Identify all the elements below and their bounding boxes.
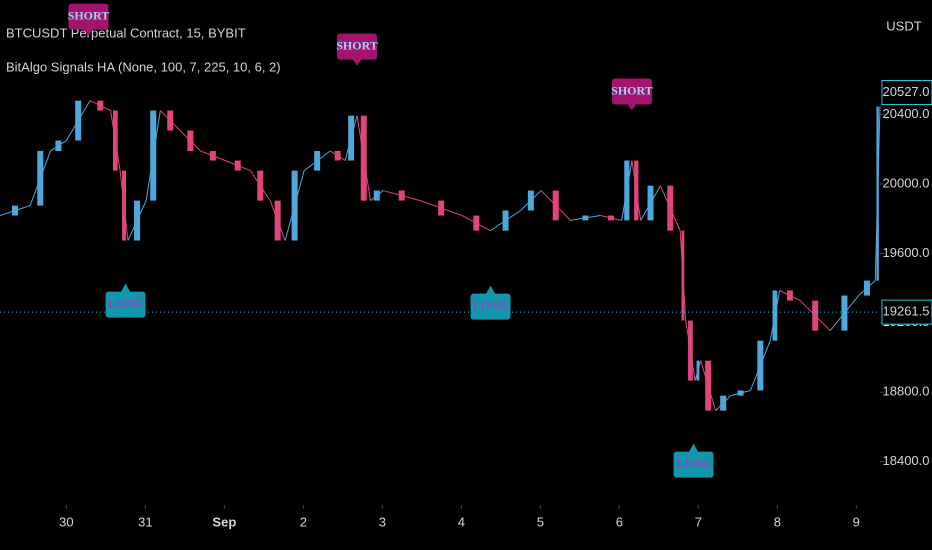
candle-link [370, 190, 384, 202]
candle-link [224, 160, 251, 172]
candle-link [420, 200, 463, 217]
candle-link [119, 170, 129, 241]
x-tick-label: 6 [616, 514, 623, 529]
y-tick-label: 18400.0 [883, 453, 930, 468]
candle-link [160, 110, 181, 131]
candle-link [730, 389, 751, 397]
indicator-label: BitAlgo Signals HA (None, 100, 7, 225, 1… [6, 59, 281, 74]
candle-link [145, 110, 161, 201]
candle-link [110, 110, 121, 171]
candle-link [540, 190, 571, 221]
x-tick-label: 30 [59, 514, 73, 529]
candle-link [749, 340, 771, 391]
candle-link [0, 205, 31, 217]
price-box-label: 20527.0 [883, 84, 930, 99]
signal-box [470, 293, 511, 320]
signal-box [673, 451, 714, 478]
candle-link [127, 200, 147, 241]
candle-link [344, 115, 358, 161]
x-tick-label: 8 [774, 514, 781, 529]
candle-link [269, 200, 286, 241]
signal-pointer [485, 285, 496, 295]
candle-link [89, 100, 111, 111]
x-tick-label: 5 [537, 514, 544, 529]
y-tick-label: 20000.0 [883, 175, 930, 190]
y-tick-label: 18800.0 [883, 384, 930, 399]
candle-link [329, 150, 346, 161]
candle-link [284, 170, 305, 241]
candle-link [799, 300, 831, 331]
candle-link [829, 295, 860, 331]
signal-pointer [120, 283, 131, 293]
signal-label: LONG [473, 298, 508, 312]
candle-link [659, 185, 681, 231]
x-tick-label: 7 [695, 514, 702, 529]
candle-link [490, 210, 521, 232]
candle-link [520, 190, 542, 211]
signal-pointer [352, 58, 363, 66]
signal-box [68, 3, 109, 30]
candle-link [249, 170, 271, 201]
y-unit: USDT [886, 18, 921, 33]
candle-link [779, 290, 801, 302]
candle-link [694, 360, 702, 381]
signal-label: LONG [108, 296, 143, 310]
candle-link [715, 395, 732, 411]
signal-pointer [688, 443, 699, 453]
signal-label: SHORT [68, 8, 110, 22]
signal-box [105, 291, 146, 318]
x-tick-label: 31 [138, 514, 152, 529]
candle-link [179, 130, 201, 152]
price-box [881, 299, 932, 325]
price-box-label: 19261.5 [883, 304, 930, 319]
candle-link [685, 320, 696, 381]
x-tick-label: 3 [379, 514, 386, 529]
candle-link [200, 150, 226, 161]
candle-link [858, 280, 876, 296]
candle-link [621, 160, 633, 221]
x-tick-label: 4 [458, 514, 465, 529]
y-tick-label: 19600.0 [883, 245, 930, 260]
candle-link [631, 160, 642, 221]
candle-link [600, 215, 622, 221]
candle-link [29, 150, 52, 206]
candle-link [382, 190, 421, 202]
candle-link [874, 106, 881, 281]
candle-link [356, 115, 371, 201]
price-box [881, 79, 932, 105]
candle-link [700, 360, 717, 411]
x-tick-label: 2 [300, 514, 307, 529]
x-tick-label: Sep [212, 514, 236, 529]
candle-link [769, 290, 781, 341]
candle-link [570, 215, 601, 221]
signal-label: SHORT [336, 38, 378, 52]
signal-pointer [626, 103, 637, 111]
candle-link [679, 230, 687, 321]
signal-pointer [83, 28, 94, 36]
candle-link [65, 100, 91, 141]
x-tick-label: 9 [853, 514, 860, 529]
signal-label: LONG [676, 456, 711, 470]
signal-box [337, 33, 378, 60]
candle-link [640, 185, 661, 221]
candle-link [50, 140, 67, 152]
signal-label: SHORT [611, 83, 653, 97]
y-tick-label: 20400.0 [883, 106, 930, 121]
chart-title: BTCUSDT Perpetual Contract, 15, BYBIT [6, 25, 246, 40]
signal-box [611, 78, 652, 105]
candle-link [303, 150, 331, 171]
candle-link [461, 215, 491, 232]
